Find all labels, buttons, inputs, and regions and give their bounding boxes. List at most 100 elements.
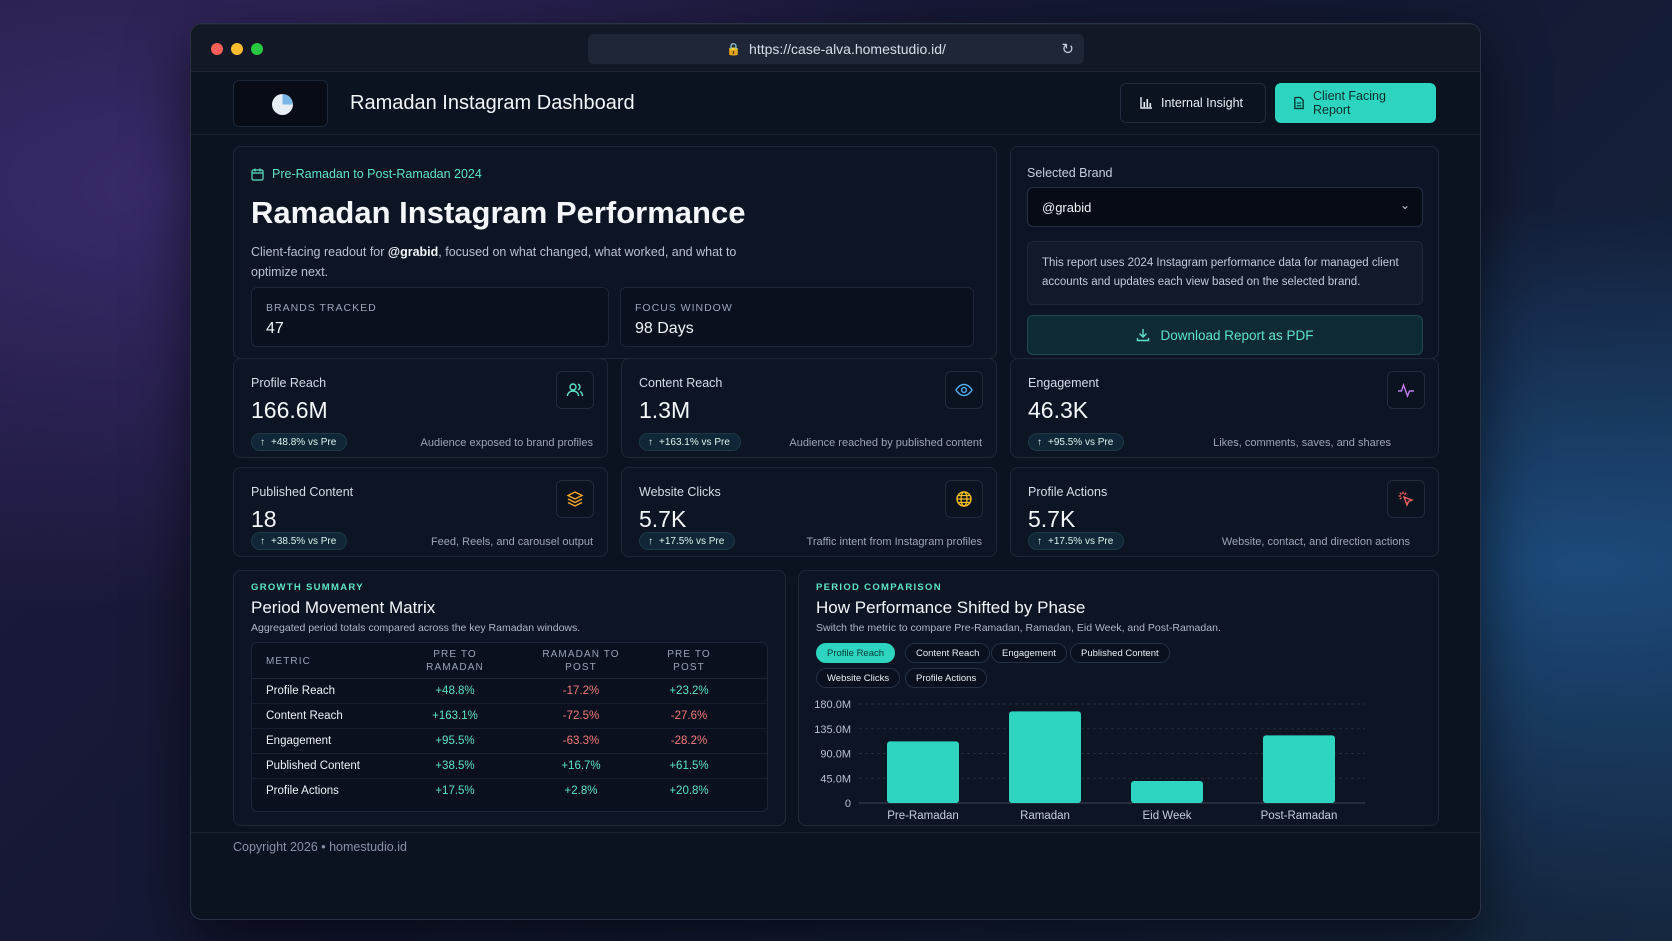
matrix-kicker: GROWTH SUMMARY	[251, 582, 364, 593]
client-facing-report-button[interactable]: Client Facing Report	[1275, 83, 1436, 123]
metric-card-engagement: Engagement 46.3K ↑ +95.5% vs Pre Likes, c…	[1010, 358, 1439, 458]
y-tick-label: 45.0M	[820, 773, 851, 785]
footer-copyright: Copyright 2026 • homestudio.id	[233, 840, 407, 854]
chevron-down-icon: ⌄	[1399, 198, 1410, 212]
chip-content-reach[interactable]: Content Reach	[905, 643, 991, 663]
compare-title: How Performance Shifted by Phase	[816, 598, 1086, 617]
arrow-up-icon: ↑	[1037, 436, 1042, 448]
y-tick-label: 180.0M	[814, 699, 851, 711]
app-title: Ramadan Instagram Dashboard	[350, 92, 635, 114]
row-value: -28.2%	[670, 735, 708, 747]
calendar-icon	[251, 168, 264, 181]
client-facing-report-label: Client Facing Report	[1312, 89, 1386, 117]
change-badge: ↑ +48.8% vs Pre	[251, 433, 348, 451]
row-value: +61.5%	[669, 760, 709, 772]
metric-value: 1.3M	[639, 397, 691, 423]
row-value: +16.7%	[561, 760, 601, 772]
users-icon	[556, 371, 594, 409]
y-tick-label: 135.0M	[814, 724, 851, 736]
col-header-ramadan-to-post: RAMADAN TO POST	[542, 649, 620, 673]
download-pdf-button[interactable]: Download Report as PDF	[1027, 315, 1423, 355]
download-icon	[1137, 329, 1150, 342]
desc-post: , focused on what changed, what worked, …	[251, 245, 737, 279]
compare-kicker: PERIOD COMPARISON	[816, 582, 942, 593]
download-label: Download Report as PDF	[1160, 327, 1314, 343]
row-value: -72.5%	[562, 710, 600, 722]
chip-engagement[interactable]: Engagement	[991, 643, 1067, 663]
bar[interactable]	[1131, 781, 1203, 803]
period-label: Pre-Ramadan to Post-Ramadan 2024	[251, 167, 482, 181]
metric-subtext: Likes, comments, saves, and shares	[1213, 437, 1391, 449]
logo-globe-icon	[272, 94, 293, 115]
metric-subtext: Website, contact, and direction actions	[1221, 536, 1410, 548]
document-icon	[1294, 96, 1304, 110]
layers-icon	[556, 480, 594, 518]
metric-subtext: Audience exposed to brand profiles	[420, 437, 593, 449]
row-metric: Published Content	[266, 760, 360, 772]
bar-chart-icon	[1140, 97, 1152, 109]
arrow-up-icon: ↑	[1037, 535, 1042, 547]
desc-pre: Client-facing readout for	[251, 245, 388, 259]
brands-tracked-stat: BRANDS TRACKED 47	[251, 287, 609, 347]
chip-profile-reach[interactable]: Profile Reach	[816, 643, 896, 663]
stat-label: FOCUS WINDOW	[635, 302, 733, 314]
chip-website-clicks[interactable]: Website Clicks	[816, 668, 901, 688]
change-text: +163.1% vs Pre	[659, 436, 730, 448]
table-row: Profile Actions +17.5% +2.8% +20.8%	[252, 779, 767, 804]
col-header-pre-to-post: PRE TO POST	[667, 649, 711, 673]
row-metric: Engagement	[266, 735, 332, 747]
matrix-table: METRIC PRE TO RAMADAN RAMADAN TO POST PR…	[251, 642, 768, 812]
metric-subtext: Feed, Reels, and carousel output	[430, 536, 593, 548]
address-bar[interactable]: 🔒 https://case-alva.homestudio.id/ ↻	[588, 34, 1084, 64]
period-movement-matrix: GROWTH SUMMARY Period Movement Matrix Ag…	[233, 570, 786, 826]
bar[interactable]	[1009, 711, 1081, 803]
globe-icon	[945, 480, 983, 518]
metric-value: 166.6M	[251, 397, 328, 423]
row-metric: Profile Actions	[266, 785, 339, 797]
metric-name: Published Content	[251, 485, 354, 499]
chip-profile-actions[interactable]: Profile Actions	[905, 668, 988, 688]
row-metric: Profile Reach	[266, 685, 336, 697]
internal-insight-button[interactable]: Internal Insight	[1120, 83, 1266, 123]
desc-brand: @grabid	[387, 245, 439, 259]
table-row: Content Reach +163.1% -72.5% -27.6%	[252, 704, 767, 729]
reload-icon[interactable]: ↻	[1061, 41, 1074, 58]
period-text: Pre-Ramadan to Post-Ramadan 2024	[272, 167, 482, 181]
metric-name: Profile Actions	[1028, 485, 1108, 499]
stat-value: 47	[266, 320, 284, 337]
row-value: +95.5%	[435, 735, 475, 747]
stat-label: BRANDS TRACKED	[266, 302, 377, 314]
maximize-window-button[interactable]	[251, 43, 263, 55]
bar[interactable]	[887, 741, 959, 803]
y-tick-label: 0	[845, 798, 851, 810]
table-row: Profile Reach +48.8% -17.2% +23.2%	[252, 679, 767, 704]
stat-value: 98 Days	[635, 320, 694, 337]
minimize-window-button[interactable]	[231, 43, 243, 55]
lock-icon: 🔒	[726, 42, 742, 56]
metric-name: Profile Reach	[251, 376, 327, 390]
compare-subtitle: Switch the metric to compare Pre-Ramadan…	[816, 622, 1221, 634]
x-tick-label: Pre-Ramadan	[887, 810, 959, 822]
col-header-metric: METRIC	[266, 656, 311, 667]
row-value: +20.8%	[669, 785, 709, 797]
row-value: -17.2%	[562, 685, 600, 697]
change-badge: ↑ +17.5% vs Pre	[639, 532, 736, 550]
change-text: +48.8% vs Pre	[271, 436, 337, 448]
chip-published-content[interactable]: Published Content	[1070, 643, 1170, 663]
row-value: -63.3%	[562, 735, 600, 747]
bar[interactable]	[1263, 735, 1335, 803]
arrow-up-icon: ↑	[648, 436, 653, 448]
footer-divider	[191, 832, 1480, 833]
browser-titlebar: 🔒 https://case-alva.homestudio.id/ ↻	[191, 24, 1480, 72]
brand-panel: Selected Brand @grabid ⌄ This report use…	[1010, 146, 1439, 359]
metric-card-profile-actions: Profile Actions 5.7K ↑ +17.5% vs Pre Webs…	[1010, 467, 1439, 557]
app-logo[interactable]	[233, 80, 328, 127]
brand-select[interactable]: @grabid ⌄	[1027, 187, 1423, 227]
metric-card-content-reach: Content Reach 1.3M ↑ +163.1% vs Pre Audie…	[621, 358, 997, 458]
arrow-up-icon: ↑	[648, 535, 653, 547]
row-value: +2.8%	[564, 785, 598, 797]
row-value: -27.6%	[670, 710, 708, 722]
change-text: +17.5% vs Pre	[1048, 535, 1114, 547]
metric-card-published-content: Published Content 18 ↑ +38.5% vs Pre Feed…	[233, 467, 608, 557]
close-window-button[interactable]	[211, 43, 223, 55]
